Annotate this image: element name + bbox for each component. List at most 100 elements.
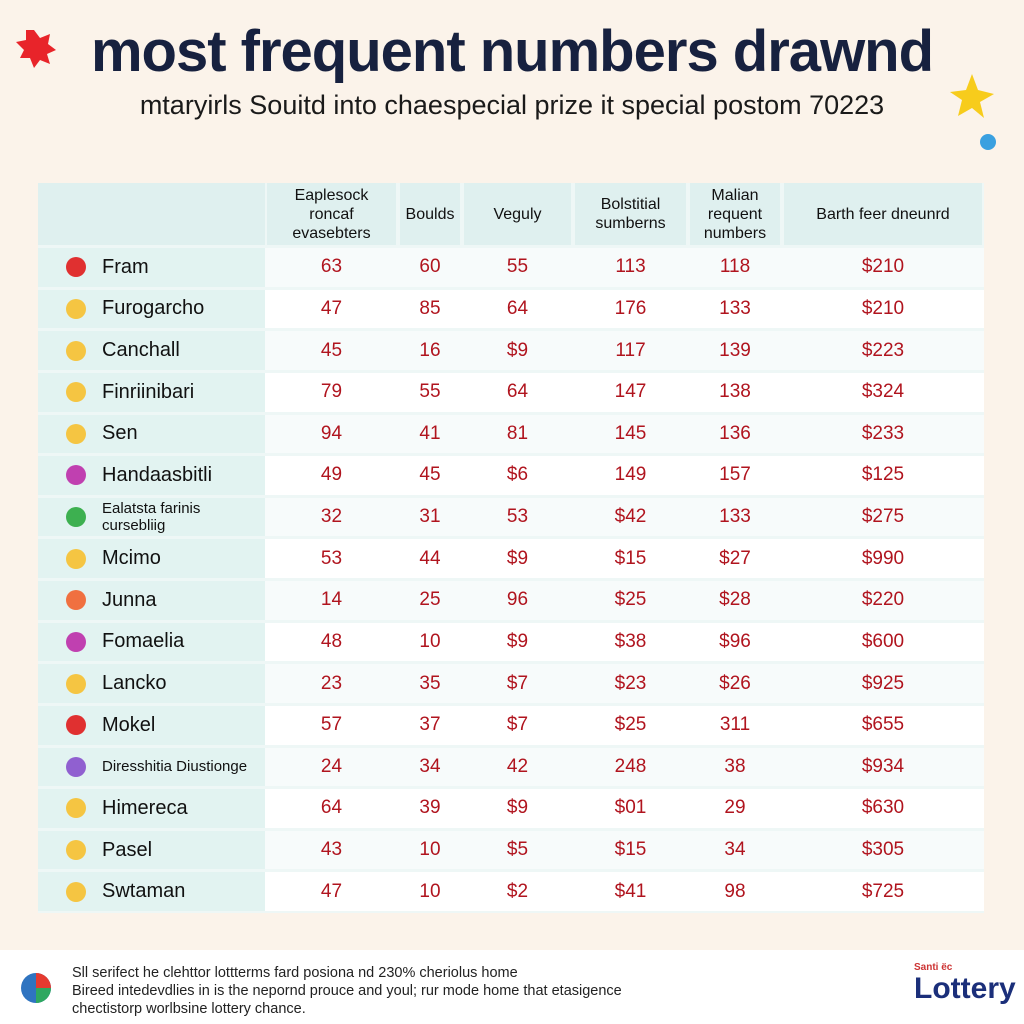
table-cell: $15	[614, 839, 647, 861]
table-cell: 133	[719, 506, 751, 528]
table-cell: $9	[506, 547, 529, 569]
row-icon	[66, 257, 86, 278]
table-cell: $305	[861, 839, 905, 861]
table-cell: $925	[861, 672, 905, 694]
table-cell: 94	[320, 422, 343, 444]
table-cell: $27	[719, 547, 751, 569]
table-cell: $5	[506, 839, 529, 861]
table-cell: $23	[614, 672, 647, 694]
table-cell: $275	[861, 506, 905, 528]
table-cell: 41	[419, 422, 441, 444]
table-cell: 64	[506, 381, 529, 403]
table-cell: $41	[614, 880, 647, 902]
table-cell: 98	[724, 880, 746, 902]
header-cell: Eaplesock roncaf evasebters	[267, 183, 396, 245]
row-icon	[66, 423, 86, 444]
row-label: Fram	[38, 248, 265, 287]
table-cell: $210	[861, 297, 905, 319]
table-cell: $223	[861, 339, 905, 361]
row-icon	[66, 756, 86, 777]
star-icon	[950, 74, 994, 118]
row-label: Diresshitia Diustionge	[38, 747, 265, 787]
table-cell: 157	[719, 464, 751, 486]
row-icon	[66, 881, 86, 902]
table-cell: 60	[419, 256, 441, 278]
table-cell: 29	[724, 797, 746, 819]
header-cell: Boulds	[400, 183, 460, 245]
table-cell: 16	[419, 339, 441, 361]
row-label: Fomaelia	[38, 622, 265, 662]
footer-line: Sll serifect he clehttor lottterms fard …	[72, 965, 518, 981]
table-cell: 34	[419, 755, 441, 777]
row-label: Sen	[38, 414, 265, 454]
table-cell: 149	[614, 464, 647, 486]
row-label: Furogarcho	[38, 289, 265, 329]
table-cell: 53	[506, 506, 529, 528]
table-cell: $42	[614, 506, 647, 528]
row-label: Mokel	[38, 705, 265, 745]
row-icon	[66, 798, 86, 819]
table-cell: $934	[861, 755, 905, 777]
row-icon	[66, 298, 86, 319]
row-label: Handaasbitli	[38, 456, 265, 495]
table-cell: $96	[719, 630, 751, 652]
footer-logo-slice	[36, 988, 51, 1003]
row-icon	[66, 715, 86, 736]
table-cell: $6	[506, 464, 529, 486]
table-cell: $125	[861, 464, 905, 486]
table-cell: $220	[861, 589, 905, 611]
table-cell: 63	[320, 256, 343, 278]
table-cell: $2	[506, 880, 529, 902]
row-icon	[66, 507, 86, 528]
footer-logo-slice	[36, 973, 51, 988]
header-cell: Bolstitial sumberns	[575, 183, 686, 245]
table-cell: 136	[719, 422, 751, 444]
table-cell: 45	[419, 464, 441, 486]
table-cell: 248	[614, 755, 647, 777]
row-icon	[66, 673, 86, 694]
table-cell: $600	[861, 630, 905, 652]
burst-icon	[16, 30, 56, 68]
table-cell: 311	[719, 714, 751, 736]
table-cell: 85	[419, 297, 441, 319]
table-cell: 35	[419, 672, 441, 694]
table-cell: $324	[861, 381, 905, 403]
table-cell: 48	[320, 630, 343, 652]
row-label: Junna	[38, 581, 265, 620]
table-cell: 64	[320, 797, 343, 819]
table-cell: 10	[419, 880, 441, 902]
header-cell: Malian requent numbers	[690, 183, 780, 245]
table-cell: $990	[861, 547, 905, 569]
table-cell: $01	[614, 797, 647, 819]
table-cell: 64	[506, 297, 529, 319]
table-cell: $630	[861, 797, 905, 819]
table-cell: $7	[506, 672, 529, 694]
table-cell: 55	[506, 256, 529, 278]
table-cell: 32	[320, 506, 343, 528]
row-label: Himereca	[38, 789, 265, 828]
table-cell: $233	[861, 422, 905, 444]
table-cell: 31	[419, 506, 441, 528]
table-cell: 37	[419, 714, 441, 736]
row-label: Lancko	[38, 664, 265, 703]
row-icon	[66, 840, 86, 861]
table-cell: 10	[419, 839, 441, 861]
table-cell: $9	[506, 630, 529, 652]
table-cell: 45	[320, 339, 343, 361]
row-label: Mcimo	[38, 539, 265, 578]
table-cell: 34	[724, 839, 746, 861]
header-cell: Barth feer dneunrd	[784, 183, 982, 245]
table: Eaplesock roncaf evasebters Boulds Veguly B…	[38, 183, 984, 913]
row-label: Pasel	[38, 830, 265, 870]
table-cell: 49	[320, 464, 343, 486]
row-label: Finriinibari	[38, 372, 265, 412]
row-icon	[66, 548, 86, 569]
row-icon	[66, 631, 86, 652]
table-cell: 79	[320, 381, 343, 403]
footer-text: Sll serifect he clehttor lottterms fard …	[72, 964, 622, 1018]
table-cell: $9	[506, 797, 529, 819]
footer-bg	[0, 950, 1024, 1024]
table-cell: 81	[506, 422, 529, 444]
